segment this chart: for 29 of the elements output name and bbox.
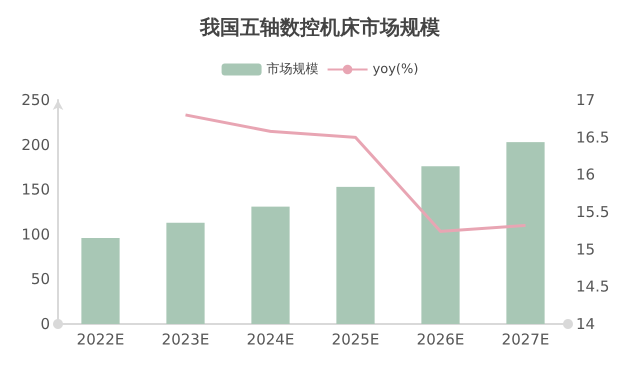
y-tick-label: 200 — [21, 136, 50, 154]
bar — [506, 142, 545, 324]
bar — [336, 186, 375, 324]
line-series — [184, 113, 527, 233]
y2-tick-label: 16 — [576, 166, 596, 184]
y2-tick-label: 14.5 — [576, 278, 610, 296]
bar — [81, 238, 120, 324]
y-tick-label: 100 — [21, 225, 50, 244]
y2-tick-label: 14 — [576, 315, 596, 333]
x-tick-label: 2027E — [502, 330, 550, 348]
x-tick-label: 2024E — [246, 330, 294, 348]
y-tick-label: 250 — [21, 91, 50, 109]
y2-tick-label: 16.5 — [576, 128, 610, 146]
legend-label: 市场规模 — [266, 62, 319, 77]
bar — [166, 222, 205, 324]
y-tick-label: 0 — [40, 315, 50, 333]
x-tick-label: 2023E — [162, 330, 210, 348]
y-tick-label: 50 — [30, 270, 50, 288]
bar — [251, 206, 290, 324]
y2-tick-label: 15 — [576, 240, 596, 258]
x-tick-label: 2022E — [76, 330, 124, 348]
chart-title: 我国五轴数控机床市场规模 — [199, 15, 440, 39]
legend-label: yoy(%) — [372, 62, 418, 77]
y-tick-label: 150 — [21, 180, 50, 199]
x-tick-label: 2025E — [332, 330, 380, 348]
bar — [421, 166, 460, 324]
y2-tick-label: 15.5 — [576, 203, 610, 221]
y2-tick-label: 17 — [576, 91, 596, 109]
x-tick-label: 2026E — [416, 330, 464, 348]
